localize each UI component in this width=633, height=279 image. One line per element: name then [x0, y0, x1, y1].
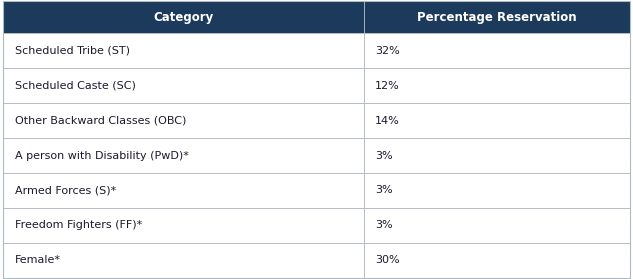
Bar: [363, 138, 630, 173]
Text: 3%: 3%: [375, 220, 392, 230]
Text: 3%: 3%: [375, 186, 392, 195]
Text: 14%: 14%: [375, 116, 399, 126]
Bar: [363, 1, 630, 33]
Bar: [3, 1, 363, 33]
Bar: [3, 243, 363, 278]
Bar: [363, 103, 630, 138]
Text: Armed Forces (S)*: Armed Forces (S)*: [15, 186, 116, 195]
Text: 30%: 30%: [375, 255, 399, 265]
Text: Scheduled Caste (SC): Scheduled Caste (SC): [15, 81, 135, 91]
Text: 3%: 3%: [375, 151, 392, 160]
Bar: [363, 243, 630, 278]
Text: Freedom Fighters (FF)*: Freedom Fighters (FF)*: [15, 220, 142, 230]
Bar: [3, 173, 363, 208]
Text: 32%: 32%: [375, 46, 399, 56]
Text: 12%: 12%: [375, 81, 399, 91]
Text: A person with Disability (PwD)*: A person with Disability (PwD)*: [15, 151, 189, 160]
Bar: [3, 208, 363, 243]
Text: Scheduled Tribe (ST): Scheduled Tribe (ST): [15, 46, 130, 56]
Bar: [3, 68, 363, 103]
Bar: [363, 173, 630, 208]
Bar: [3, 103, 363, 138]
Bar: [363, 68, 630, 103]
Text: Percentage Reservation: Percentage Reservation: [417, 11, 577, 24]
Text: Female*: Female*: [15, 255, 61, 265]
Bar: [363, 208, 630, 243]
Text: Category: Category: [153, 11, 213, 24]
Bar: [3, 33, 363, 68]
Text: Other Backward Classes (OBC): Other Backward Classes (OBC): [15, 116, 186, 126]
Bar: [3, 138, 363, 173]
Bar: [363, 33, 630, 68]
